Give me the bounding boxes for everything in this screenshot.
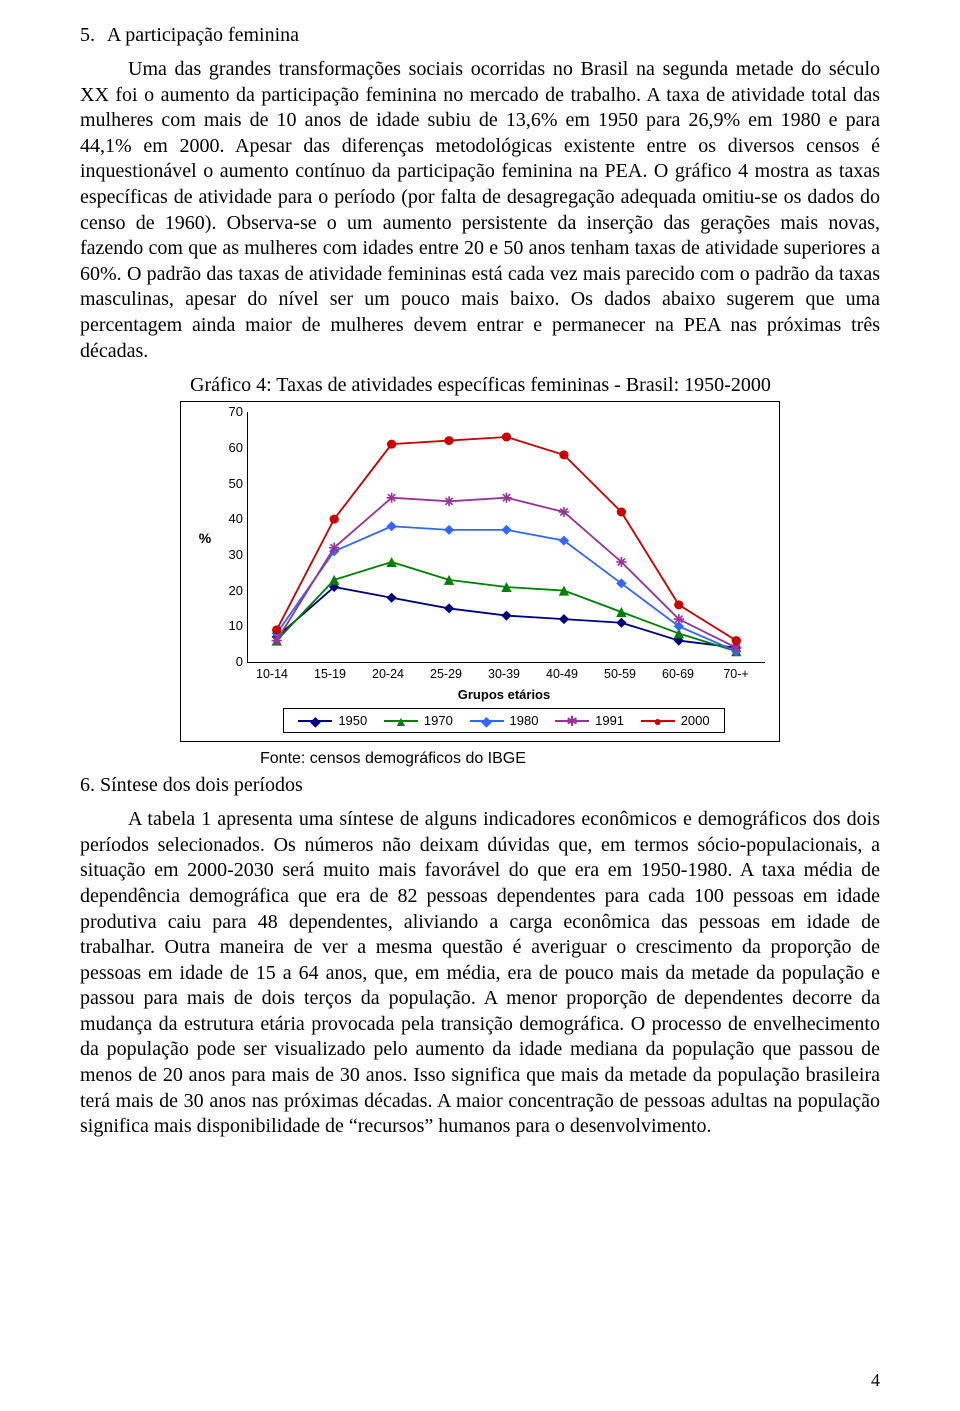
chart-box: % 706050403020100 10-1415-1920-2425-2930… [180,401,780,742]
legend-item: ◆ 1950 [298,713,367,728]
chart-xtick: 70-+ [707,667,765,681]
chart-xtick: 30-39 [475,667,533,681]
section-5-para: Uma das grandes transformações sociais o… [80,57,880,364]
section-6-title: Síntese dos dois períodos [100,774,303,796]
page-number: 4 [871,1370,880,1391]
legend-item: ▲ 1970 [384,713,453,728]
legend-label: 1980 [510,713,539,728]
section-5-heading: 5. A participação feminina [80,24,880,47]
chart-yticks: 706050403020100 [215,412,247,662]
legend-label: 1970 [424,713,453,728]
chart-plot-area [247,412,765,663]
section-6-num: 6. [80,774,95,796]
section-6-para: A tabela 1 apresenta uma síntese de algu… [80,807,880,1140]
chart-title: Gráfico 4: Taxas de atividades específic… [190,374,880,397]
chart-xtick: 10-14 [243,667,301,681]
section-6-heading: 6. Síntese dos dois períodos [80,774,880,797]
legend-item: ◆ 1980 [470,713,539,728]
chart-xtick: 15-19 [301,667,359,681]
legend-label: 2000 [681,713,710,728]
chart-xticks: 10-1415-1920-2425-2930-3940-4950-5960-69… [243,667,765,681]
section-5-title: A participação feminina [107,24,299,46]
chart-svg [248,412,765,662]
legend-label: 1950 [338,713,367,728]
legend-swatch: ◆ [470,714,504,728]
chart-source: Fonte: censos demográficos do IBGE [260,750,880,768]
legend-swatch: ◆ [298,714,332,728]
legend-item: ● 2000 [641,713,710,728]
legend-swatch: ● [641,714,675,728]
legend-swatch: ▲ [384,714,418,728]
chart-xtick: 60-69 [649,667,707,681]
legend-label: 1991 [595,713,624,728]
chart-legend: ◆ 1950 ▲ 1970 ◆ 1980 ✱ 1991 ● 2000 [283,708,725,733]
chart-xtick: 20-24 [359,667,417,681]
chart-xtick: 40-49 [533,667,591,681]
chart-xlabel: Grupos etários [243,687,765,702]
section-5-num: 5. [80,24,103,46]
legend-swatch: ✱ [555,714,589,728]
chart-xtick: 25-29 [417,667,475,681]
chart-xtick: 50-59 [591,667,649,681]
legend-item: ✱ 1991 [555,713,624,728]
chart-ylabel: % [195,412,215,663]
